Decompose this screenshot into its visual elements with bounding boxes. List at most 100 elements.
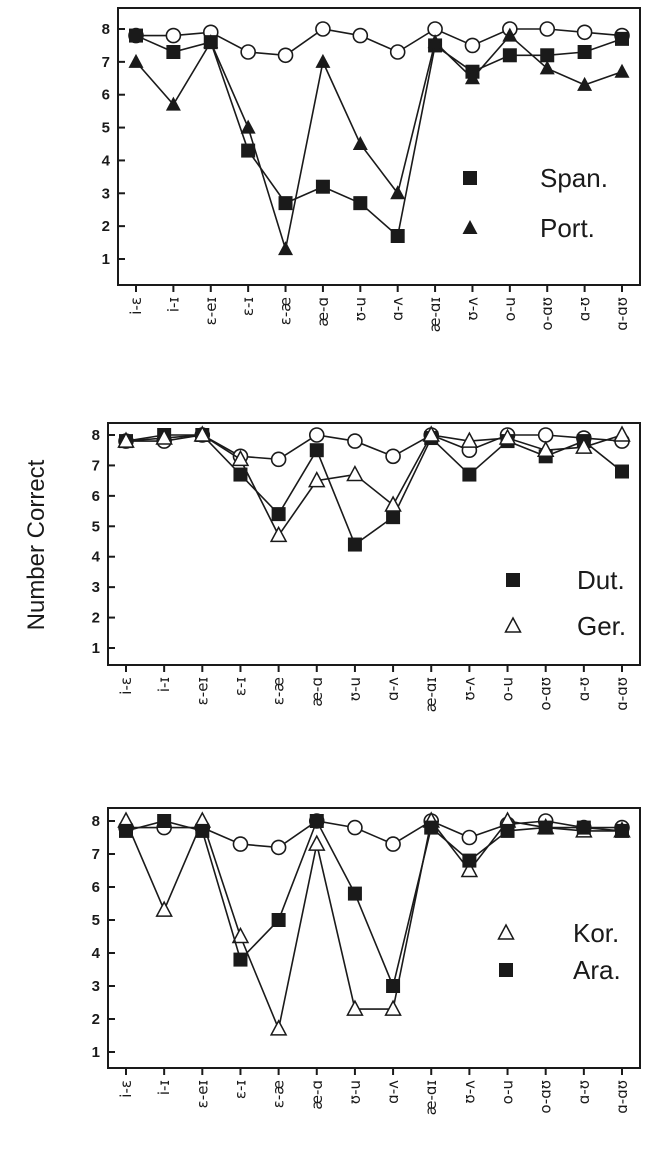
y-tick-label: 2	[102, 218, 110, 235]
data-point	[462, 853, 477, 868]
legend-entry: Kor.	[497, 918, 619, 948]
plot-frame	[117, 7, 641, 286]
data-point	[538, 820, 553, 835]
legend-entry: Dut.	[506, 565, 625, 595]
x-category-label: ʊ-ʌ	[460, 677, 478, 701]
legend-label: Ger.	[577, 611, 626, 641]
x-category-label: æ-ɑ	[308, 677, 326, 707]
x-category-label: o-u	[499, 677, 517, 701]
data-point	[389, 44, 406, 60]
x-category-label: ɑ-ɑʊ	[613, 677, 631, 711]
x-category-label: ɑ-ɑʊ	[613, 1080, 631, 1114]
legend-marker	[463, 171, 477, 185]
data-point	[460, 860, 479, 878]
data-point	[464, 37, 481, 54]
plot-frame	[107, 807, 641, 1069]
series-line	[135, 34, 623, 250]
series-2	[128, 27, 630, 256]
data-point	[615, 823, 629, 838]
data-point	[385, 448, 401, 465]
plot-frame	[107, 422, 641, 666]
data-point	[165, 96, 181, 111]
data-point	[231, 449, 250, 467]
y-tick-label: 3	[92, 978, 100, 995]
x-category-label: i-ɛ	[117, 1080, 135, 1098]
data-point	[384, 495, 402, 512]
y-tick-label: 7	[92, 457, 100, 474]
x-category-label: ɑ-ʊ	[576, 297, 594, 321]
data-point	[309, 443, 324, 458]
data-point	[309, 814, 324, 828]
data-point	[269, 525, 288, 543]
data-point	[613, 425, 631, 442]
x-category-label: ʊ-ʌ	[460, 1080, 478, 1104]
data-point	[232, 836, 249, 852]
data-point	[427, 34, 443, 49]
data-point	[270, 839, 287, 856]
x-category-label: i-ɪ	[164, 297, 182, 312]
x-category-label: o-u	[501, 297, 519, 321]
data-point	[386, 510, 401, 525]
legend-label: Span.	[540, 163, 608, 193]
data-point	[352, 27, 369, 44]
x-category-label: ɑ-ʌ	[384, 677, 402, 701]
x-category-label: ɑ-ɑʊ	[613, 297, 631, 331]
data-point	[347, 886, 362, 901]
y-tick-label: 7	[92, 846, 100, 863]
y-tick-label: 4	[92, 945, 101, 962]
x-category-label: æ-ɑɪ	[426, 297, 444, 332]
data-point	[271, 507, 286, 522]
data-point	[615, 31, 629, 46]
y-axis-label: Number Correct	[23, 459, 50, 630]
series-line	[125, 818, 622, 1032]
x-category-label: ʊ-u	[346, 677, 364, 701]
x-category-label: ɛ-eɪ	[193, 677, 211, 705]
x-category-label: o-u	[499, 1080, 517, 1104]
data-point	[308, 834, 326, 851]
legend-marker	[462, 220, 478, 234]
x-category-label: i-ɛ	[117, 677, 135, 695]
y-tick-label: 3	[102, 185, 110, 202]
x-category-label: i-ɛ	[127, 297, 145, 315]
x-category-label: ɛ-ɪ	[231, 677, 249, 696]
y-tick-label: 1	[102, 251, 110, 268]
y-tick-label: 5	[92, 912, 100, 929]
legend-marker	[497, 923, 515, 940]
data-point	[269, 1019, 288, 1036]
data-point	[315, 53, 331, 68]
legend-entry: Port.	[462, 213, 595, 243]
data-point	[315, 21, 331, 37]
data-point	[577, 45, 592, 59]
series-line	[125, 819, 623, 989]
y-tick-label: 8	[92, 813, 100, 830]
y-tick-label: 8	[102, 21, 110, 38]
data-point	[240, 44, 256, 60]
x-category-label: ʊ-ʌ	[463, 297, 481, 321]
data-point	[352, 136, 368, 150]
data-point	[502, 48, 517, 63]
data-point	[308, 471, 326, 488]
x-category-label: ɛ-æ	[277, 297, 295, 325]
data-point	[614, 63, 630, 78]
series-2	[117, 425, 631, 543]
data-point	[461, 829, 478, 846]
y-tick-label: 7	[102, 54, 110, 71]
data-point	[231, 926, 250, 944]
y-tick-label: 1	[92, 640, 100, 657]
data-point	[271, 913, 286, 927]
x-category-label: ɑ-ʊ	[575, 1080, 593, 1104]
data-point	[390, 185, 406, 200]
data-point	[278, 241, 294, 256]
data-point	[233, 952, 248, 967]
chart-panel-1: 1 2 3 4 5 6 7 8 i-ɛ i-ɪ ɛ-eɪ ɛ-ɪ ɛ-æ æ-ɑ ʊ-u ɑ-ʌ æ-ɑɪ ʊ-ʌ…	[102, 7, 641, 332]
series-1	[129, 28, 629, 243]
data-point	[165, 27, 182, 44]
y-tick-label: 5	[102, 120, 110, 137]
y-tick-label: 6	[102, 87, 110, 104]
data-point	[575, 437, 593, 454]
x-category-label: o-ɑʊ	[538, 297, 556, 331]
legend-marker	[499, 963, 513, 977]
data-point	[386, 979, 401, 993]
x-category-label: i-ɪ	[155, 677, 173, 692]
